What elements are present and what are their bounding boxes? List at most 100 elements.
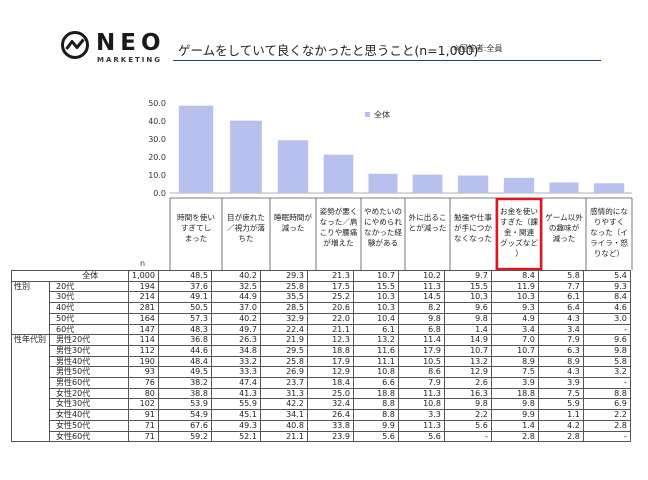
value-cell: 9.3 (490, 302, 539, 314)
category-label: 感情的にな (590, 206, 628, 216)
value-cell: 18.8 (490, 387, 539, 400)
value-cell: 8.6 (397, 366, 445, 379)
value-cell: 2.6 (443, 377, 492, 389)
category-label: グッズなど (500, 238, 538, 248)
value-cell: 22.4 (259, 323, 308, 336)
value-cell: 7.9 (537, 334, 584, 346)
value-cell: 32.5 (210, 280, 261, 293)
category-label: こりや腰痛 (320, 227, 358, 237)
value-cell: 8.9 (537, 355, 584, 368)
category-label: ゲーム以外 (545, 212, 583, 222)
value-cell: 11.9 (490, 280, 539, 293)
value-cell: 41.3 (210, 387, 261, 400)
category-label: 姿勢が悪く (320, 206, 358, 216)
category-label: やめたいの (364, 207, 402, 216)
value-cell: 2.8 (537, 430, 584, 443)
value-cell: 23.9 (306, 430, 354, 443)
value-cell: - (582, 377, 631, 389)
y-tick-label: 50.0 (148, 99, 166, 108)
value-cell: 8.4 (490, 270, 539, 282)
value-cell: 33.3 (210, 366, 261, 379)
category-label: 目が疲れた (227, 212, 265, 222)
value-cell: 33.2 (210, 355, 261, 368)
n-cell: 93 (128, 366, 159, 379)
value-cell: 18.4 (306, 377, 354, 389)
value-cell: 5.8 (582, 355, 631, 368)
table-row: 女性60代 71 59.2 52.1 21.1 23.9 5.6 5.6-2.8 2.8- (11, 430, 631, 443)
value-cell: - (582, 430, 631, 443)
value-cell: 9.6 (443, 302, 492, 314)
value-cell: 55.9 (210, 398, 261, 411)
category-label: にやめられ (364, 218, 402, 227)
category-label: なくなった (454, 234, 492, 243)
bar (230, 120, 262, 193)
group-cell (11, 398, 50, 410)
category-label: なかった経 (364, 227, 402, 237)
value-cell: 9.8 (582, 344, 631, 357)
value-cell: 12.3 (306, 334, 354, 346)
group-cell (11, 313, 50, 325)
group-cell: 性別 (11, 280, 50, 292)
table-row: 女性40代 91 54.9 45.1 34.1 26.4 8.8 3.3 2.2 9.9 1.1 2.… (11, 409, 631, 421)
bar (412, 174, 443, 193)
n-cell: 114 (128, 334, 159, 346)
value-cell: 10.8 (397, 398, 445, 411)
y-tick-label: 40.0 (148, 117, 166, 126)
value-cell: 7.5 (490, 366, 539, 379)
value-cell: 34.1 (259, 409, 308, 421)
row-label: 男性20代 (49, 334, 129, 346)
value-cell: 35.5 (259, 291, 308, 304)
value-cell: - (582, 323, 631, 336)
group-cell (11, 324, 50, 336)
logo-word: NEO (96, 30, 166, 56)
value-cell: 25.0 (306, 387, 354, 400)
y-tick-label: 10.0 (148, 171, 166, 180)
group-cell (11, 388, 50, 399)
group-cell (11, 420, 50, 432)
value-cell: 3.9 (537, 377, 584, 389)
y-tick-label: 0.0 (153, 189, 166, 198)
value-cell: 18.8 (352, 387, 399, 400)
table-row: 60代 147 48.3 49.7 22.4 21.1 6.1 6.8 1.4 3.4 3.4- (11, 323, 631, 336)
value-cell: 3.4 (537, 323, 584, 336)
value-cell: 10.7 (352, 270, 399, 282)
value-cell: 6.8 (397, 323, 445, 336)
value-cell: 10.5 (397, 355, 445, 368)
value-cell: 40.2 (210, 312, 261, 325)
value-cell: 8.4 (582, 291, 631, 304)
n-cell: 71 (128, 430, 159, 443)
group-cell (11, 377, 50, 389)
value-cell: 18.8 (306, 344, 354, 357)
value-cell: 4.3 (537, 312, 584, 325)
value-cell: 8.8 (582, 387, 631, 400)
value-cell: 26.3 (210, 334, 261, 346)
value-cell: 3.2 (582, 366, 631, 379)
bar (323, 154, 354, 193)
category-label: 減った (282, 223, 305, 233)
n-cell: 76 (128, 377, 159, 389)
value-cell: 5.8 (537, 270, 584, 282)
category-label: ） (515, 249, 523, 258)
group-cell: 性年代別 (11, 334, 50, 346)
category-label: ちた (238, 234, 253, 243)
n-cell: 214 (128, 291, 159, 304)
table-row: 40代 281 50.5 37.0 28.5 20.6 10.3 8.2 9.6 9.3 6.4 4.… (11, 302, 631, 314)
value-cell: 48.3 (157, 323, 212, 336)
value-cell: 1.4 (490, 419, 539, 432)
value-cell: 32.9 (259, 312, 308, 325)
table-row: 男性60代 76 38.2 47.4 23.7 18.4 6.6 7.9 2.6 3.9 3.9- (11, 377, 631, 389)
value-cell: 48.5 (157, 270, 212, 282)
value-cell: 37.6 (157, 280, 212, 293)
n-cell: 194 (128, 280, 159, 293)
value-cell: - (443, 430, 492, 443)
category-label: りなど） (594, 249, 624, 258)
value-cell: 25.2 (306, 291, 354, 304)
value-cell: 8.8 (352, 409, 399, 421)
category-label: りやすく (594, 218, 624, 227)
value-cell: 4.3 (537, 366, 584, 379)
table-row: 30代 214 49.1 44.9 35.5 25.2 10.3 14.5 10.3 10.3 6.… (11, 291, 631, 304)
value-cell: 26.4 (306, 409, 354, 421)
value-cell: 9.9 (490, 409, 539, 421)
row-label: 女性20代 (49, 387, 129, 400)
